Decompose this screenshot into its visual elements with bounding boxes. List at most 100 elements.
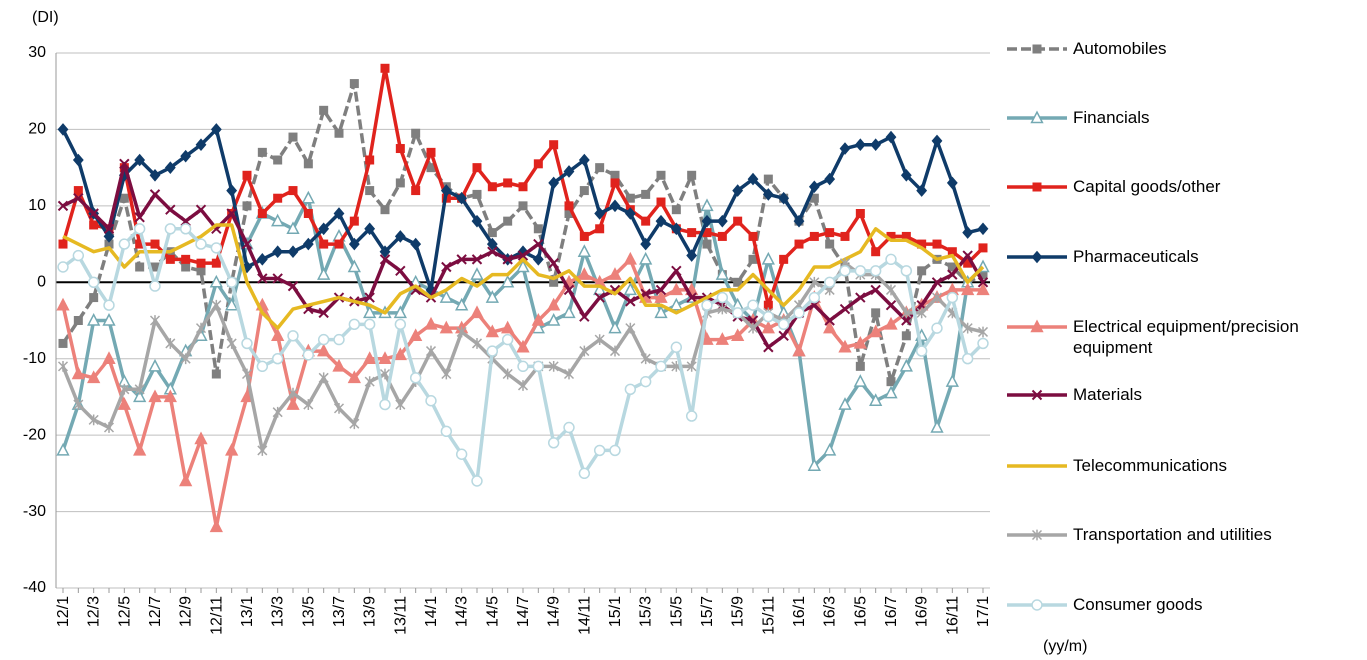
marker xyxy=(272,406,283,418)
marker xyxy=(884,316,898,330)
marker xyxy=(608,320,622,334)
legend-item: Transportation and utilities xyxy=(1005,524,1335,545)
marker xyxy=(471,254,483,265)
marker xyxy=(947,269,958,280)
marker xyxy=(669,297,683,311)
marker xyxy=(73,399,84,410)
marker xyxy=(102,313,116,326)
legend-swatch xyxy=(1007,319,1067,333)
marker xyxy=(917,266,927,276)
marker xyxy=(977,222,989,236)
marker xyxy=(364,376,375,388)
marker xyxy=(595,163,605,173)
marker xyxy=(102,351,116,364)
marker xyxy=(670,222,682,236)
marker xyxy=(701,299,713,311)
marker xyxy=(256,253,268,266)
marker xyxy=(886,231,896,241)
marker xyxy=(395,178,405,188)
x-tick-label: 15/3 xyxy=(638,596,655,627)
marker xyxy=(440,425,453,438)
marker xyxy=(165,204,176,215)
marker xyxy=(733,277,743,287)
marker xyxy=(226,338,237,349)
marker xyxy=(747,172,759,186)
marker xyxy=(654,290,668,303)
marker xyxy=(301,190,315,204)
legend-item: Consumer goods xyxy=(1005,594,1335,615)
marker xyxy=(825,239,835,249)
marker xyxy=(609,345,621,357)
marker xyxy=(700,332,714,345)
marker xyxy=(472,189,482,199)
marker xyxy=(686,292,697,303)
marker xyxy=(579,311,590,322)
marker xyxy=(871,308,881,318)
marker xyxy=(563,165,575,178)
marker xyxy=(547,297,561,311)
marker xyxy=(547,437,560,449)
marker xyxy=(809,231,819,241)
marker xyxy=(794,239,804,249)
marker xyxy=(808,291,821,304)
marker xyxy=(288,132,298,142)
marker xyxy=(242,201,252,211)
marker xyxy=(363,351,377,364)
marker xyxy=(762,188,774,201)
marker xyxy=(1030,110,1044,124)
marker xyxy=(624,207,636,220)
marker xyxy=(548,176,560,190)
marker xyxy=(57,360,69,372)
marker xyxy=(579,231,589,241)
marker xyxy=(563,368,575,380)
marker xyxy=(104,239,114,249)
marker xyxy=(625,193,635,203)
marker xyxy=(962,226,974,239)
marker xyxy=(163,389,177,403)
marker xyxy=(393,347,407,361)
marker xyxy=(439,320,453,334)
marker xyxy=(395,265,406,277)
marker xyxy=(271,328,285,342)
marker xyxy=(195,238,207,250)
marker xyxy=(870,138,882,152)
marker xyxy=(119,383,130,395)
marker xyxy=(503,216,513,226)
marker xyxy=(347,259,361,273)
marker xyxy=(701,214,713,228)
marker xyxy=(439,290,453,303)
marker xyxy=(501,274,515,288)
marker xyxy=(287,245,299,259)
marker xyxy=(272,245,284,259)
marker xyxy=(869,393,883,406)
marker xyxy=(717,231,727,241)
marker xyxy=(317,343,331,357)
marker xyxy=(287,330,299,342)
marker xyxy=(931,292,943,303)
marker xyxy=(947,247,957,257)
marker xyxy=(456,191,468,205)
marker xyxy=(380,63,390,73)
marker xyxy=(961,353,974,365)
marker xyxy=(179,473,193,487)
marker xyxy=(195,204,207,215)
marker xyxy=(134,383,145,395)
marker xyxy=(287,280,299,292)
marker xyxy=(656,197,666,207)
marker xyxy=(71,366,85,380)
marker xyxy=(441,261,452,273)
series xyxy=(58,79,988,387)
marker xyxy=(716,214,728,228)
marker xyxy=(73,193,84,204)
marker xyxy=(517,360,529,373)
series-line xyxy=(61,261,984,453)
marker xyxy=(88,414,99,426)
marker xyxy=(118,238,131,250)
marker xyxy=(885,284,897,296)
marker xyxy=(624,383,637,395)
marker xyxy=(549,140,559,150)
marker xyxy=(716,291,729,304)
marker xyxy=(623,251,637,265)
marker xyxy=(210,123,222,136)
x-tick-label: 13/5 xyxy=(300,596,317,627)
